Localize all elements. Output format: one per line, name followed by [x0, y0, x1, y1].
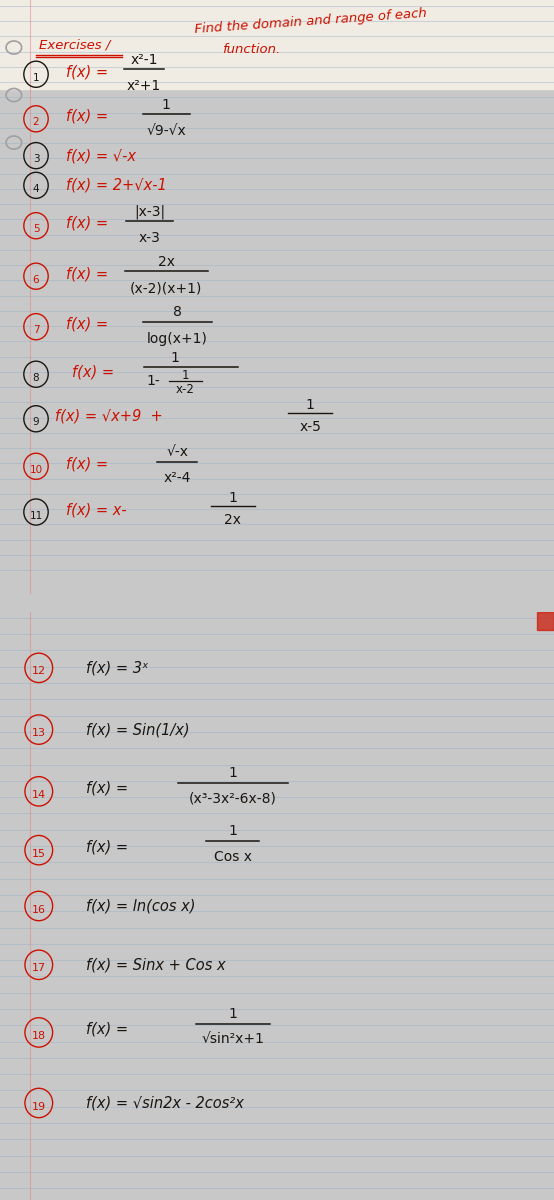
Text: 1: 1 — [182, 368, 189, 382]
Bar — [0, 0, 554, 89]
Text: 1: 1 — [228, 824, 237, 839]
Text: f(x) =: f(x) = — [86, 1022, 128, 1037]
Text: √9-√x: √9-√x — [146, 124, 186, 138]
Text: 9: 9 — [33, 418, 39, 427]
Text: x-3: x-3 — [138, 230, 161, 245]
Text: f(x) = Sinx + Cos x: f(x) = Sinx + Cos x — [86, 958, 225, 972]
Text: f(x) = √-x: f(x) = √-x — [66, 148, 136, 163]
Text: f(x) = √sin2x - 2cos²x: f(x) = √sin2x - 2cos²x — [86, 1096, 244, 1110]
Text: 17: 17 — [32, 964, 46, 973]
Text: 1: 1 — [162, 97, 171, 112]
Text: 4: 4 — [33, 184, 39, 194]
Text: |x-3|: |x-3| — [134, 204, 165, 218]
Text: 1: 1 — [33, 73, 39, 83]
Text: 5: 5 — [33, 224, 39, 234]
Text: 1: 1 — [306, 397, 315, 412]
Text: Cos x: Cos x — [214, 850, 252, 864]
Text: 1-: 1- — [147, 374, 161, 389]
Text: f(x) =: f(x) = — [66, 266, 109, 281]
Text: 15: 15 — [32, 848, 46, 859]
Text: 14: 14 — [32, 790, 46, 800]
Text: f(x) = x-: f(x) = x- — [66, 502, 127, 517]
Text: 2x: 2x — [224, 514, 241, 527]
Text: 6: 6 — [33, 275, 39, 284]
Text: f(x) =: f(x) = — [66, 216, 109, 230]
Text: 2: 2 — [33, 118, 39, 127]
Polygon shape — [537, 612, 554, 630]
Text: f(x) = 3ˣ: f(x) = 3ˣ — [86, 660, 148, 676]
Text: (x-2)(x+1): (x-2)(x+1) — [130, 281, 202, 295]
Text: f(x) =: f(x) = — [66, 65, 109, 79]
Text: 1: 1 — [228, 766, 237, 780]
Text: √sin²x+1: √sin²x+1 — [201, 1032, 264, 1046]
Text: x²-1: x²-1 — [130, 53, 158, 67]
Text: 19: 19 — [32, 1102, 46, 1111]
Text: 11: 11 — [29, 510, 43, 521]
Text: log(x+1): log(x+1) — [147, 331, 208, 346]
Text: 18: 18 — [32, 1031, 46, 1040]
Text: 3: 3 — [33, 154, 39, 164]
Text: f(x) = ln(cos x): f(x) = ln(cos x) — [86, 899, 196, 913]
Text: 8: 8 — [33, 373, 39, 383]
Text: f(x) =: f(x) = — [66, 456, 109, 472]
Text: 1: 1 — [228, 1007, 237, 1021]
Text: 2x: 2x — [158, 254, 175, 269]
Text: x-5: x-5 — [299, 420, 321, 434]
Text: f(x) = √x+9  +: f(x) = √x+9 + — [55, 409, 163, 424]
Text: √-x: √-x — [166, 445, 188, 460]
Text: 8: 8 — [173, 306, 182, 319]
Text: f(x) = 2+√x-1: f(x) = 2+√x-1 — [66, 178, 167, 193]
Text: 1: 1 — [228, 491, 237, 505]
Text: 12: 12 — [32, 666, 46, 677]
Text: 16: 16 — [32, 905, 46, 914]
Text: f(x) = Sin(1/x): f(x) = Sin(1/x) — [86, 722, 189, 737]
Text: 13: 13 — [32, 728, 46, 738]
Text: f(x) =: f(x) = — [66, 317, 109, 332]
Text: f(x) =: f(x) = — [72, 365, 114, 379]
Text: (x³-3x²-6x-8): (x³-3x²-6x-8) — [189, 791, 276, 805]
Text: f(x) =: f(x) = — [66, 109, 109, 124]
Text: f(x) =: f(x) = — [86, 840, 128, 854]
Text: Exercises /: Exercises / — [39, 38, 110, 52]
Text: x²-4: x²-4 — [163, 472, 191, 485]
Text: x-2: x-2 — [176, 383, 195, 396]
Text: function.: function. — [222, 43, 280, 56]
Text: 1: 1 — [170, 350, 179, 365]
Text: 7: 7 — [33, 325, 39, 335]
Text: x²+1: x²+1 — [127, 79, 161, 94]
Text: f(x) =: f(x) = — [86, 781, 128, 796]
Text: Find the domain and range of each: Find the domain and range of each — [194, 6, 427, 36]
Text: 10: 10 — [29, 464, 43, 475]
